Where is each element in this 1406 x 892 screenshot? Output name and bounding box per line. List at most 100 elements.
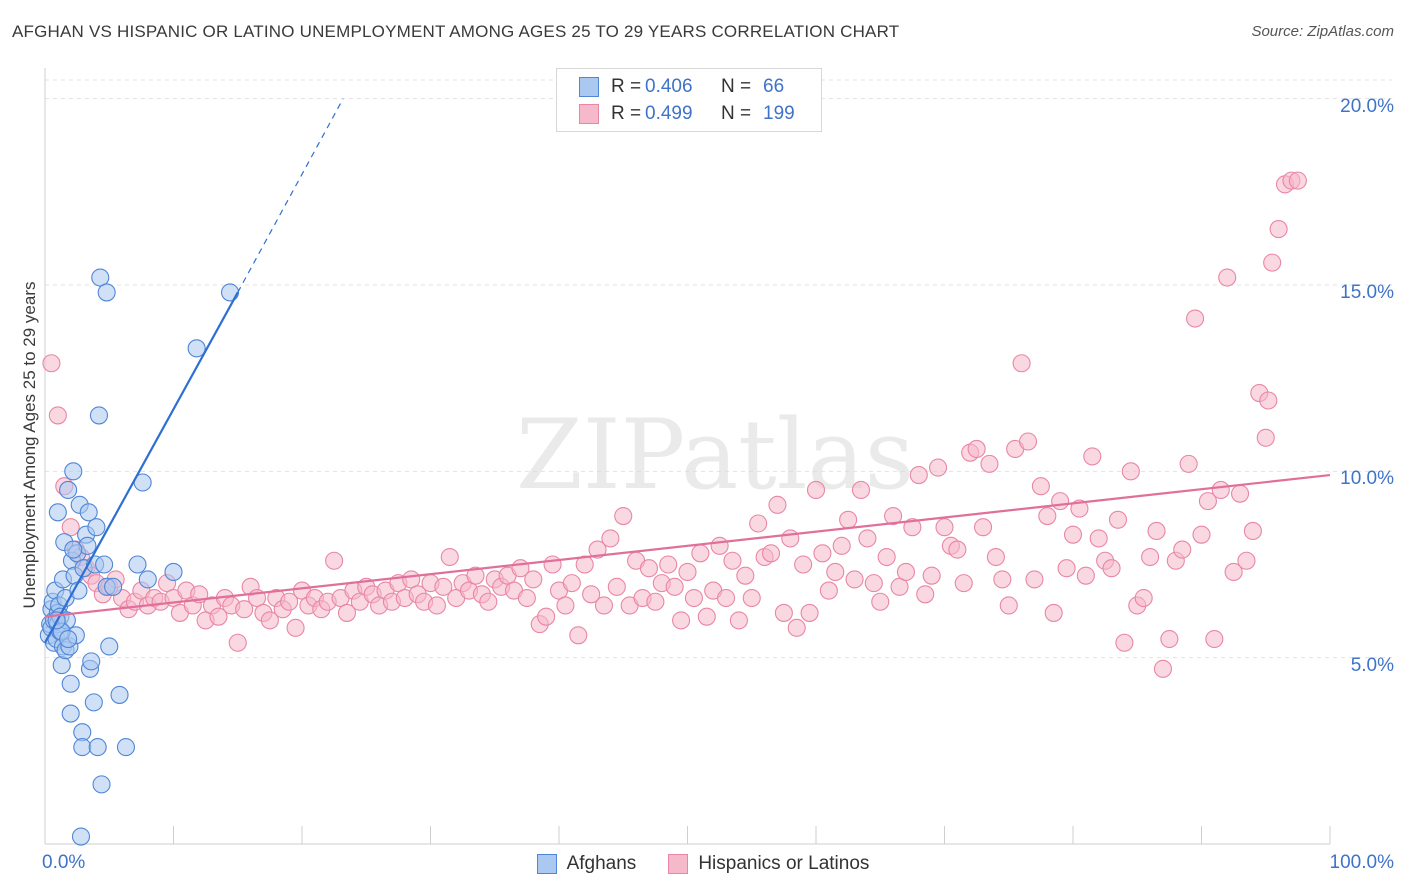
hispanic-point (948, 540, 967, 559)
legend-label-hispanics: Hispanics or Latinos (698, 853, 870, 874)
hispanic-point (575, 555, 594, 574)
hispanic-point (1263, 253, 1282, 272)
legend-n-value: 66 (763, 76, 785, 97)
hispanic-point (794, 555, 813, 574)
hispanic-point (1198, 492, 1217, 511)
hispanic-point (1259, 391, 1278, 410)
hispanics-points (42, 171, 1307, 678)
hispanic-point (813, 544, 832, 563)
hispanic-point (517, 588, 536, 608)
legend-n-value: 199 (763, 103, 795, 124)
hispanic-point (1012, 354, 1031, 373)
afghan-point (61, 704, 80, 723)
hispanic-point (1076, 566, 1095, 585)
hispanic-point (781, 529, 800, 548)
afghan-point (138, 570, 157, 589)
hispanic-point (1089, 529, 1108, 548)
afghan-point (61, 674, 80, 693)
hispanic-point (922, 566, 941, 585)
hispanic-point (209, 607, 228, 626)
afghans-points (39, 268, 240, 846)
hispanic-point (806, 480, 826, 500)
hispanic-point (1269, 220, 1288, 239)
hispanic-point (973, 518, 993, 537)
hispanic-point (1173, 540, 1192, 559)
grid-lines (45, 79, 1392, 659)
hispanic-point (1192, 525, 1211, 544)
legend-item-afghans[interactable]: Afghans (536, 853, 636, 875)
legend-r-label: R = (611, 103, 642, 124)
hispanic-point (884, 506, 903, 526)
x-tick-label-min: 0.0% (42, 852, 86, 873)
hispanic-point (1083, 447, 1102, 466)
hispanic-point (479, 592, 498, 611)
hispanic-point (858, 529, 877, 548)
hispanic-point (723, 551, 742, 570)
hispanic-point (582, 585, 601, 604)
hispanic-point (325, 551, 344, 570)
hispanic-point (1115, 633, 1134, 652)
afghan-point (79, 503, 98, 522)
hispanic-point (890, 577, 909, 596)
hispanic-point (877, 547, 896, 567)
watermark: ZIPatlas (516, 399, 914, 511)
hispanic-point (1018, 432, 1038, 451)
afghan-point (110, 685, 129, 704)
afghan-point (128, 555, 147, 574)
hispanic-point (286, 618, 305, 637)
afghan-point (52, 656, 71, 675)
hispanic-point (524, 570, 543, 589)
hispanic-point (967, 439, 986, 459)
afghan-point (59, 480, 78, 500)
hispanic-point (1108, 510, 1128, 529)
hispanic-point (537, 607, 556, 626)
hispanic-point (787, 618, 806, 637)
y-tick-label: 10.0% (1340, 468, 1394, 490)
legend-item-hispanics[interactable]: Hispanics or Latinos (668, 853, 869, 875)
hispanic-point (1179, 454, 1198, 473)
hispanic-point (1057, 559, 1076, 578)
hispanic-point (427, 596, 446, 615)
afghan-point (59, 629, 78, 649)
hispanic-point (665, 577, 684, 596)
afghan-point (64, 540, 83, 559)
hispanic-point (1224, 562, 1243, 581)
hispanic-point (986, 547, 1005, 567)
afghan-point (92, 775, 111, 794)
hispanic-point (61, 518, 80, 537)
hispanic-point (337, 603, 357, 622)
hispanic-point (993, 570, 1012, 589)
hispanic-point (929, 458, 948, 477)
hispanic-point (729, 611, 748, 630)
hispanic-point (1070, 499, 1089, 518)
hispanic-point (1141, 547, 1160, 567)
afghans-swatch (536, 854, 557, 874)
afghans-trend-line (44, 291, 239, 644)
legend-row-afghans: R = 0.406 N = 66 (579, 74, 784, 100)
afghan-point (187, 339, 206, 358)
hispanic-point (749, 514, 768, 533)
hispanic-point (678, 562, 697, 581)
legend-row-hispanics: R = 0.499 N = 199 (579, 101, 795, 127)
hispanic-point (819, 581, 838, 600)
legend-r-value: 0.499 (645, 103, 693, 124)
y-tick-label: 15.0% (1340, 281, 1394, 303)
hispanic-point (1160, 629, 1179, 649)
hispanics-swatch (579, 104, 599, 124)
legend-n-label: N = (721, 103, 752, 124)
hispanic-point (1205, 629, 1224, 649)
hispanic-point (954, 574, 973, 593)
stats-legend: R = 0.406 N = 66 R = 0.499 N = 199 (556, 68, 822, 132)
afghan-point (104, 577, 123, 596)
hispanic-point (826, 562, 845, 581)
afghan-point (64, 462, 83, 481)
afghan-point (71, 827, 91, 846)
afghans-swatch (579, 77, 599, 97)
hispanic-point (1186, 309, 1205, 328)
legend-n-label: N = (721, 76, 752, 97)
afghan-point (91, 268, 110, 287)
hispanic-point (1063, 525, 1083, 544)
hispanic-point (607, 577, 626, 596)
hispanic-point (774, 603, 793, 622)
